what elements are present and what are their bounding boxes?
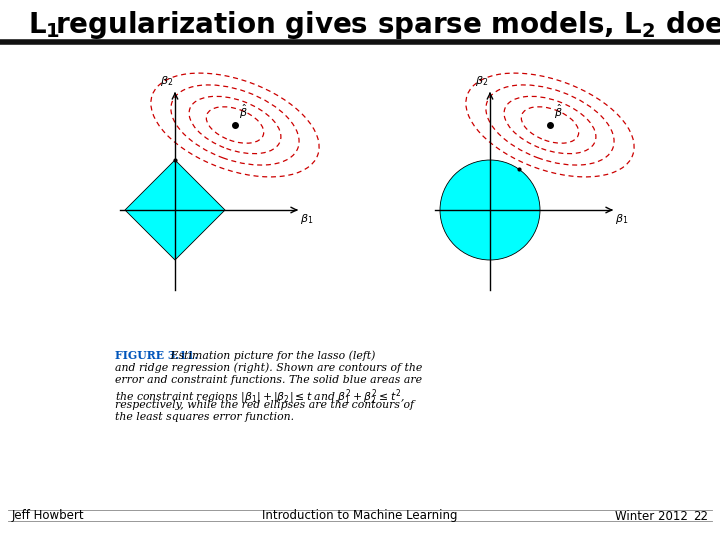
Text: $\hat{\beta}$: $\hat{\beta}$ (554, 103, 563, 121)
Text: $\hat{\beta}$: $\hat{\beta}$ (239, 103, 248, 121)
Text: $\beta_1$: $\beta_1$ (615, 212, 629, 226)
Text: the constraint regions $|\beta_1| + |\beta_2| \leq t$ and $\beta_1^2 + \beta_2^2: the constraint regions $|\beta_1| + |\be… (115, 388, 405, 407)
Ellipse shape (440, 160, 540, 260)
Text: 22: 22 (693, 510, 708, 523)
Text: respectively, while the red ellipses are the contours of: respectively, while the red ellipses are… (115, 400, 414, 410)
Text: $\mathbf{L_1}$: $\mathbf{L_1}$ (28, 10, 62, 40)
Text: and ridge regression (right). Shown are contours of the: and ridge regression (right). Shown are … (115, 362, 422, 373)
Text: Winter 2012: Winter 2012 (615, 510, 688, 523)
Text: error and constraint functions. The solid blue areas are: error and constraint functions. The soli… (115, 375, 422, 385)
Text: Introduction to Machine Learning: Introduction to Machine Learning (262, 510, 458, 523)
Text: the least squares error function.: the least squares error function. (115, 413, 294, 422)
Text: $\beta_2$: $\beta_2$ (161, 74, 174, 88)
Text: $\beta_1$: $\beta_1$ (300, 212, 313, 226)
Text: Jeff Howbert: Jeff Howbert (12, 510, 85, 523)
Text: $\beta_2$: $\beta_2$ (475, 74, 489, 88)
Text: Estimation picture for the lasso (left): Estimation picture for the lasso (left) (167, 350, 375, 361)
Text: regularization gives sparse models, $\mathbf{L_2}$ does not: regularization gives sparse models, $\ma… (55, 9, 720, 41)
Text: FIGURE 3.11.: FIGURE 3.11. (115, 350, 198, 361)
Polygon shape (125, 160, 225, 260)
